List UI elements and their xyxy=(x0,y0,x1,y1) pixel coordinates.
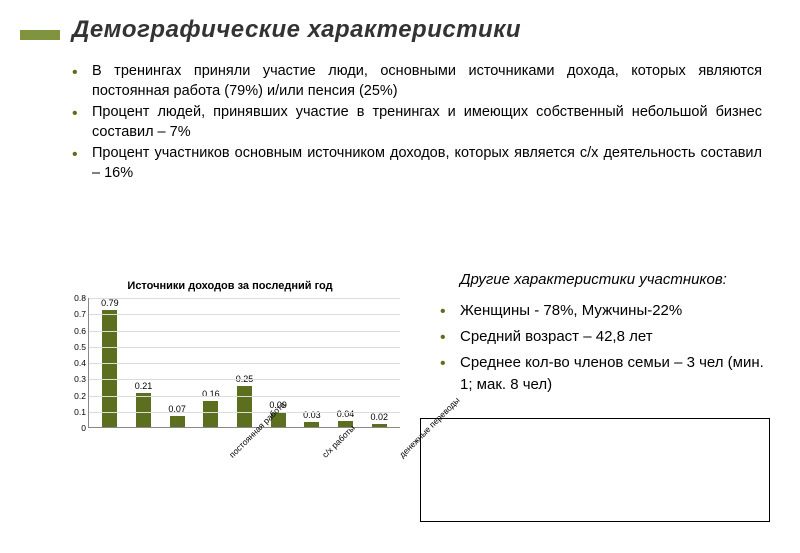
y-axis: 00.10.20.30.40.50.60.70.8 xyxy=(60,298,88,428)
overlay-box xyxy=(420,418,770,522)
x-tick-label xyxy=(362,440,381,459)
bar xyxy=(102,310,117,427)
y-tick-label: 0.7 xyxy=(74,309,86,319)
y-tick-label: 0.6 xyxy=(74,326,86,336)
right-item: Среднее кол-во членов семьи – 3 чел (мин… xyxy=(436,352,766,396)
grid-line xyxy=(89,314,400,315)
bullet-item: Процент людей, принявших участие в трени… xyxy=(72,103,762,142)
bar-value-label: 0.02 xyxy=(370,412,388,422)
bar-value-label: 0.04 xyxy=(337,409,355,419)
y-tick-label: 0.3 xyxy=(74,374,86,384)
y-tick-label: 0.1 xyxy=(74,407,86,417)
grid-line xyxy=(89,379,400,380)
bar-value-label: 0.79 xyxy=(101,298,119,308)
grid-line xyxy=(89,298,400,299)
chart-title: Источники доходов за последний год xyxy=(60,280,400,292)
bar-value-label: 0.16 xyxy=(202,389,220,399)
chart-body: 00.10.20.30.40.50.60.70.8 0.790.210.070.… xyxy=(60,298,400,458)
grid-line xyxy=(89,396,400,397)
bar xyxy=(136,393,151,427)
bar xyxy=(372,424,387,427)
grid-line xyxy=(89,412,400,413)
y-tick-label: 0.2 xyxy=(74,391,86,401)
right-list: Женщины - 78%, Мужчины-22% Средний возра… xyxy=(436,300,766,395)
y-tick-label: 0.5 xyxy=(74,342,86,352)
other-characteristics: Другие характеристики участников: Женщин… xyxy=(436,270,766,399)
right-item: Средний возраст – 42,8 лет xyxy=(436,326,766,348)
y-tick-label: 0.8 xyxy=(74,293,86,303)
bar xyxy=(203,401,218,427)
page-title: Демографические характеристики xyxy=(72,16,521,44)
x-tick-label xyxy=(302,440,321,459)
y-tick-label: 0.4 xyxy=(74,358,86,368)
bar xyxy=(237,386,252,427)
x-tick-label xyxy=(379,440,398,459)
x-axis-labels: постоянная работас/х работыденежные пере… xyxy=(88,430,400,440)
grid-line xyxy=(89,347,400,348)
accent-bar xyxy=(20,30,60,40)
bar-value-label: 0.21 xyxy=(135,381,153,391)
grid-line xyxy=(89,363,400,364)
main-bullet-list: В тренингах приняли участие люди, основн… xyxy=(72,62,762,185)
right-heading: Другие характеристики участников: xyxy=(460,270,766,290)
income-sources-chart: Источники доходов за последний год 0 0.1 0… xyxy=(60,280,400,530)
bullet-item: В тренингах приняли участие люди, основн… xyxy=(72,62,762,101)
y-tick-label: 0 xyxy=(81,423,86,433)
bullet-item: Процент участников основным источником д… xyxy=(72,144,762,183)
bar xyxy=(304,422,319,427)
bar xyxy=(170,416,185,427)
x-tick-label: с/х работы xyxy=(320,423,357,460)
right-item: Женщины - 78%, Мужчины-22% xyxy=(436,300,766,322)
grid-line xyxy=(89,331,400,332)
chart-plot: 0.790.210.070.160.250.090.030.040.02 xyxy=(88,298,400,428)
